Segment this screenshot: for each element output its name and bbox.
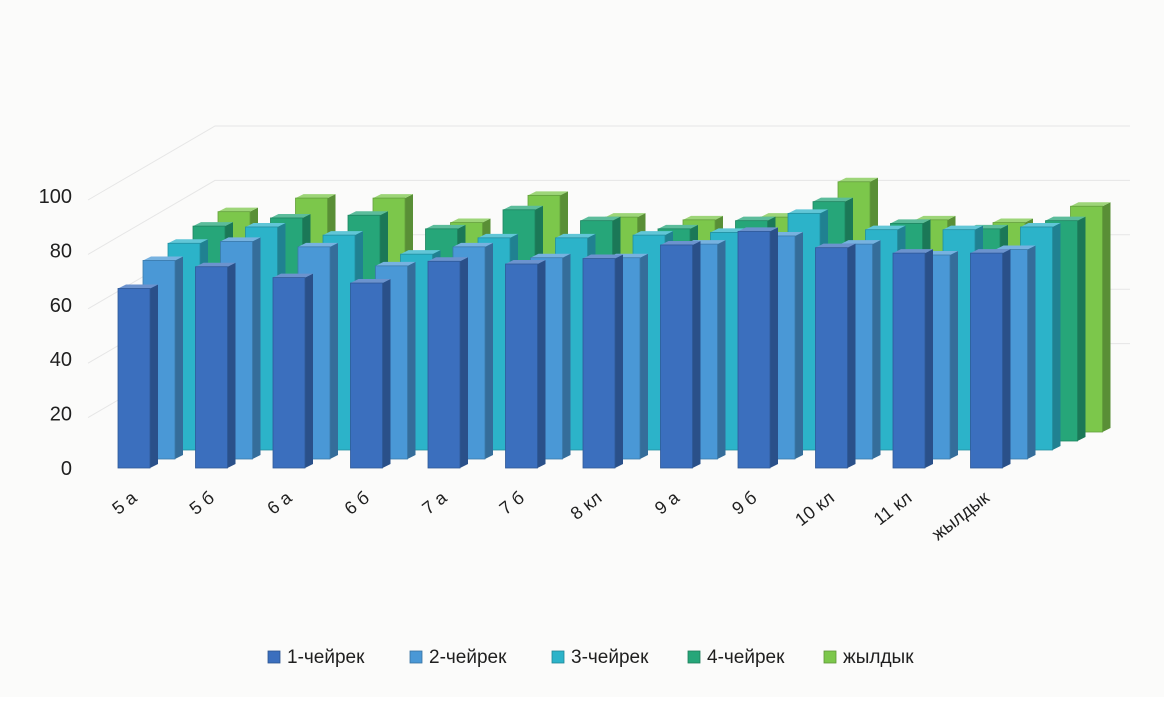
x-tick-label: 10 кл <box>791 487 838 530</box>
y-tick-label: 100 <box>39 186 72 208</box>
legend-swatch <box>409 650 423 664</box>
legend-item: 3-чейрек <box>551 647 649 668</box>
legend-item: 2-чейрек <box>409 647 507 668</box>
bars <box>117 177 1111 469</box>
legend-label: 4-чейрек <box>707 647 785 668</box>
x-tick-label: 8 кл <box>567 487 606 523</box>
x-tick-label: 11 кл <box>870 487 916 529</box>
y-tick-label: 80 <box>50 240 72 262</box>
bar <box>350 279 391 469</box>
gridline <box>87 179 1130 255</box>
x-tick-label: 5 а <box>108 487 141 519</box>
x-tick-label: 5 б <box>186 487 218 518</box>
bar <box>505 260 546 469</box>
y-tick-label: 60 <box>50 295 72 317</box>
legend: 1-чейрек 2-чейрек 3-чейрек 4-чейрек жылдык <box>267 647 914 668</box>
bar <box>582 254 623 469</box>
y-tick-label: 40 <box>50 349 72 371</box>
y-tick-label: 20 <box>50 404 72 426</box>
legend-item: 1-чейрек <box>267 647 365 668</box>
legend-item: 4-чейрек <box>687 647 785 668</box>
bar <box>272 273 313 469</box>
x-tick-label: 7 б <box>496 487 528 518</box>
bar <box>427 257 468 469</box>
legend-item: жылдык <box>823 647 914 668</box>
bar <box>737 227 778 469</box>
legend-swatch <box>823 650 837 664</box>
x-tick-label: 6 а <box>263 487 296 519</box>
x-tick-label: жылдык <box>928 487 993 544</box>
legend-label: 1-чейрек <box>287 647 365 668</box>
y-tick-label: 0 <box>61 458 72 480</box>
gridline <box>87 125 1130 201</box>
bar <box>117 284 158 469</box>
legend-label: жылдык <box>843 647 914 668</box>
bar <box>660 240 701 469</box>
legend-label: 2-чейрек <box>429 647 507 668</box>
x-tick-label: 7 а <box>418 487 451 519</box>
legend-label: 3-чейрек <box>571 647 649 668</box>
bar <box>195 262 236 469</box>
bar <box>815 243 856 469</box>
x-tick-label: 9 б <box>728 487 760 518</box>
x-axis: 5 а 5 б 6 а 6 б 7 а 7 б 8 кл 9 а 9 б 10 кл 11 кл жы… <box>108 487 993 544</box>
legend-swatch <box>687 650 701 664</box>
x-tick-label: 6 б <box>341 487 373 518</box>
y-axis: 0 20 40 60 80 100 <box>39 186 72 480</box>
legend-swatch <box>267 650 281 664</box>
legend-swatch <box>551 650 565 664</box>
bar <box>892 249 933 469</box>
bar <box>970 249 1011 469</box>
x-tick-label: 9 а <box>651 487 684 519</box>
